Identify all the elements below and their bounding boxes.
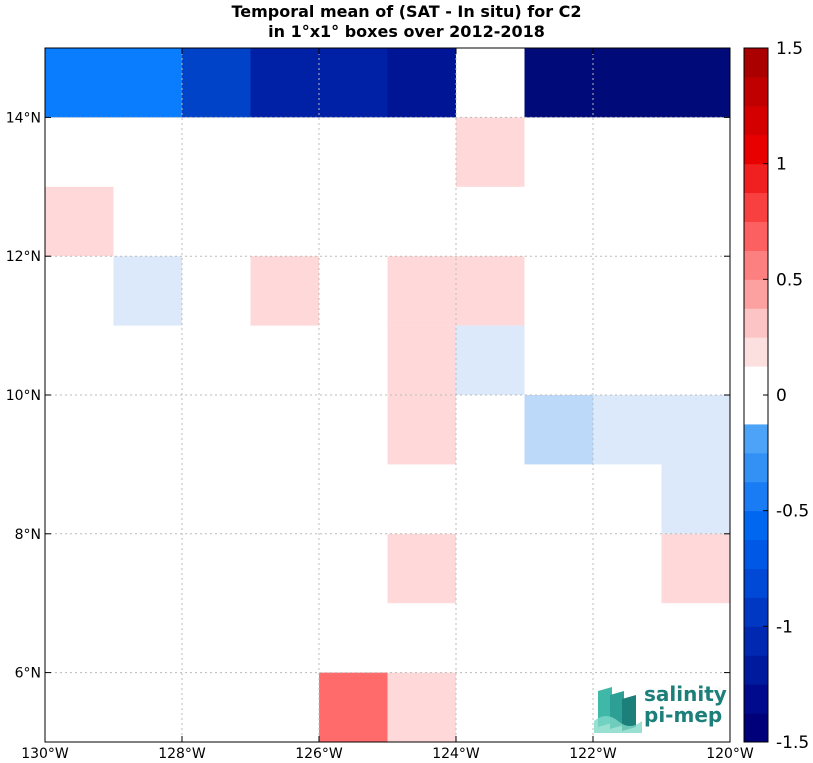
colorbar-segment [744,163,768,194]
colorbar-segment [744,655,768,685]
colorbar-segment [744,105,768,136]
colorbar-segment [744,684,768,714]
colorbar-segment [744,76,768,107]
colorbar-tick-label: -0.5 [776,502,809,522]
heatmap-cell [661,464,730,534]
heatmap-cell [387,533,456,604]
heatmap-cell [45,186,114,257]
colorbar-tick-label: 1 [776,155,787,175]
heatmap-cell [524,48,593,118]
heatmap-cell [113,256,182,326]
colorbar-tick-label: -1 [776,617,793,637]
y-tick-label: 12°N [6,249,41,265]
heatmap-cell [182,48,251,118]
colorbar-segment [744,308,768,338]
colorbar-segment [744,452,768,483]
heatmap-cell [524,395,593,465]
colorbar-segment [744,192,768,222]
colorbar-segment [744,395,768,425]
heatmap-cell [250,256,319,326]
colorbar-segment [744,713,768,743]
x-tick-label: 126°W [295,746,343,762]
y-tick-label: 6°N [15,666,41,682]
colorbar-segment [744,337,768,367]
heatmap-cell [250,48,319,118]
colorbar-segment [744,48,768,78]
heatmap-cell [387,325,456,395]
heatmap-cell [661,48,730,118]
chart-title-line1: Temporal mean of (SAT - In situ) for C2 [231,2,582,21]
colorbar-segment [744,423,768,454]
colorbar-segment [744,539,768,569]
colorbar-segment [744,366,768,396]
colorbar-segment [744,597,768,627]
colorbar-tick-label: -1.5 [776,733,809,753]
heatmap-cell [661,533,730,604]
colorbar-segment [744,510,768,541]
heatmap-cell [387,48,456,118]
y-tick-label: 8°N [15,527,41,543]
salinity-pi-mep-logo: salinity pi-mep [592,683,732,733]
colorbar-segment [744,568,768,598]
heatmap-cell [387,672,456,742]
colorbar-tick-label: 1.5 [776,39,803,59]
heatmap-cell [387,256,456,326]
y-tick-label: 14°N [6,110,41,126]
heatmap-cell [456,48,525,118]
chart-title-line2: in 1°x1° boxes over 2012-2018 [268,22,545,41]
heatmap-cell [593,48,662,118]
colorbar-segment [744,221,768,251]
heatmap-cell [456,117,525,187]
logo-text-salinity: salinity [644,682,727,706]
heatmap-cell [661,395,730,465]
colorbar-segment [744,626,768,656]
heatmap-cell [387,395,456,465]
x-tick-label: 122°W [569,746,617,762]
wave-logo-icon [594,687,642,733]
colorbar-segment [744,134,768,165]
logo-text-pi-mep: pi-mep [644,703,723,727]
colorbar-tick-label: 0.5 [776,270,803,290]
heatmap-cell [319,48,388,118]
colorbar-tick-label: 0 [776,386,787,406]
x-tick-label: 120°W [706,746,754,762]
heatmap-cell [456,325,525,395]
x-tick-label: 128°W [158,746,206,762]
y-tick-label: 10°N [6,388,41,404]
colorbar-segment [744,481,768,512]
heatmap-cell [456,256,525,326]
heatmap-cell [45,48,114,118]
x-tick-label: 124°W [432,746,480,762]
heatmap-cell [319,672,388,742]
colorbar-segment [744,279,768,309]
colorbar-segment [744,250,768,280]
x-tick-label: 130°W [21,746,69,762]
heatmap-cell [113,48,182,118]
heatmap-cell [593,395,662,465]
